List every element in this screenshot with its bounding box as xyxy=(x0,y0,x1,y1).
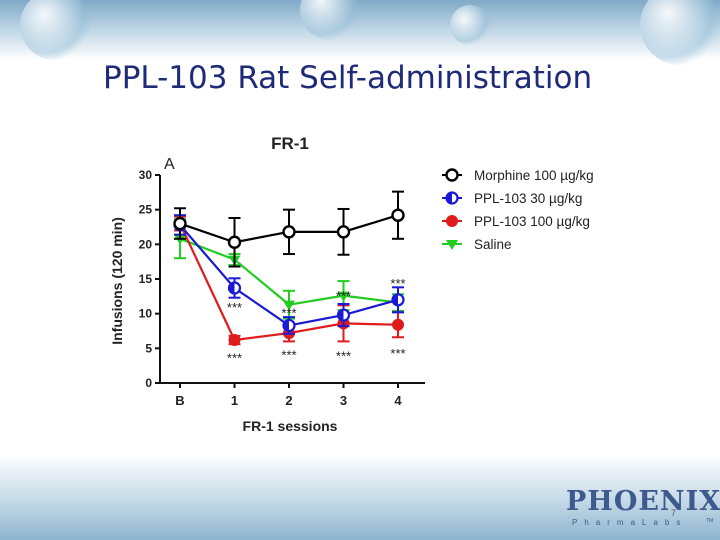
y-axis-label: Infusions (120 min) xyxy=(109,217,125,345)
series-2-point-marker-fill xyxy=(283,319,289,331)
header-banner xyxy=(0,0,720,65)
legend-label: Morphine 100 µg/kg xyxy=(474,168,594,183)
series-3-point-marker xyxy=(392,318,404,331)
decorative-bubble xyxy=(300,0,360,40)
y-tick-label: 30 xyxy=(139,168,153,182)
series-4-point-marker xyxy=(337,291,350,302)
legend-label: PPL-103 30 µg/kg xyxy=(474,191,582,206)
significance-label: *** xyxy=(390,346,405,361)
series-2-point-marker-fill xyxy=(392,294,398,306)
significance-label: *** xyxy=(336,288,351,303)
significance-label: *** xyxy=(390,276,405,291)
series-1-point-marker xyxy=(391,208,405,222)
logo-trademark: TM xyxy=(706,518,714,524)
page-number: 7 xyxy=(671,508,677,518)
decorative-bubble xyxy=(640,0,720,65)
phoenix-logo: PHOENIX PharmaLabs TM xyxy=(566,486,720,534)
panel-label: A xyxy=(164,156,175,173)
legend-label: PPL-103 100 µg/kg xyxy=(474,214,590,229)
y-tick-label: 0 xyxy=(145,376,152,390)
legend-1-marker xyxy=(445,168,459,182)
series-1-point-marker xyxy=(336,225,351,239)
slide-title: PPL-103 Rat Self-administration xyxy=(103,60,593,96)
series-1-point-marker xyxy=(282,225,296,239)
series-2-point-marker-fill xyxy=(338,309,344,321)
series-2-point-marker-fill xyxy=(229,282,235,294)
chart-title: FR-1 xyxy=(271,134,309,153)
significance-label: *** xyxy=(281,306,296,321)
significance-label: *** xyxy=(281,347,296,362)
legend-label: Saline xyxy=(474,237,512,252)
line-chart: FR-1 A 0 5 10 15 20 25 30 B 1 2 3 4 FR-1 sessions Infus… xyxy=(109,134,594,434)
y-tick-label: 20 xyxy=(139,237,153,251)
decorative-bubble xyxy=(450,5,490,45)
x-tick-label: 3 xyxy=(340,393,347,408)
significance-label: *** xyxy=(227,351,242,366)
y-tick-label: 25 xyxy=(139,203,153,217)
logo-wordmark: PHOENIX xyxy=(566,486,720,517)
significance-label: *** xyxy=(336,349,351,364)
legend-2-marker-fill xyxy=(446,192,452,204)
significance-label: *** xyxy=(227,300,242,315)
chart-panel: FR-1 A 0 5 10 15 20 25 30 B 1 2 3 4 FR-1 sessions Infus… xyxy=(100,125,610,443)
series-4-point-marker xyxy=(283,300,295,311)
series-1-point-marker xyxy=(173,216,187,231)
logo-subtext: PharmaLabs xyxy=(572,518,688,527)
x-tick-label: B xyxy=(175,393,184,408)
y-tick-label: 10 xyxy=(139,307,153,321)
x-tick-label: 2 xyxy=(285,393,292,408)
legend-4-marker xyxy=(446,240,458,250)
y-tick-label: 15 xyxy=(139,272,153,286)
series-1-point-marker xyxy=(227,235,242,249)
x-tick-label: 1 xyxy=(231,393,238,408)
decorative-bubble xyxy=(20,0,90,60)
series-3-point-marker xyxy=(228,334,241,347)
x-tick-label: 4 xyxy=(394,393,402,408)
x-axis-label: FR-1 sessions xyxy=(243,418,338,434)
footer-banner xyxy=(0,455,720,540)
y-tick-label: 5 xyxy=(145,341,152,355)
legend-3-marker xyxy=(446,215,458,227)
